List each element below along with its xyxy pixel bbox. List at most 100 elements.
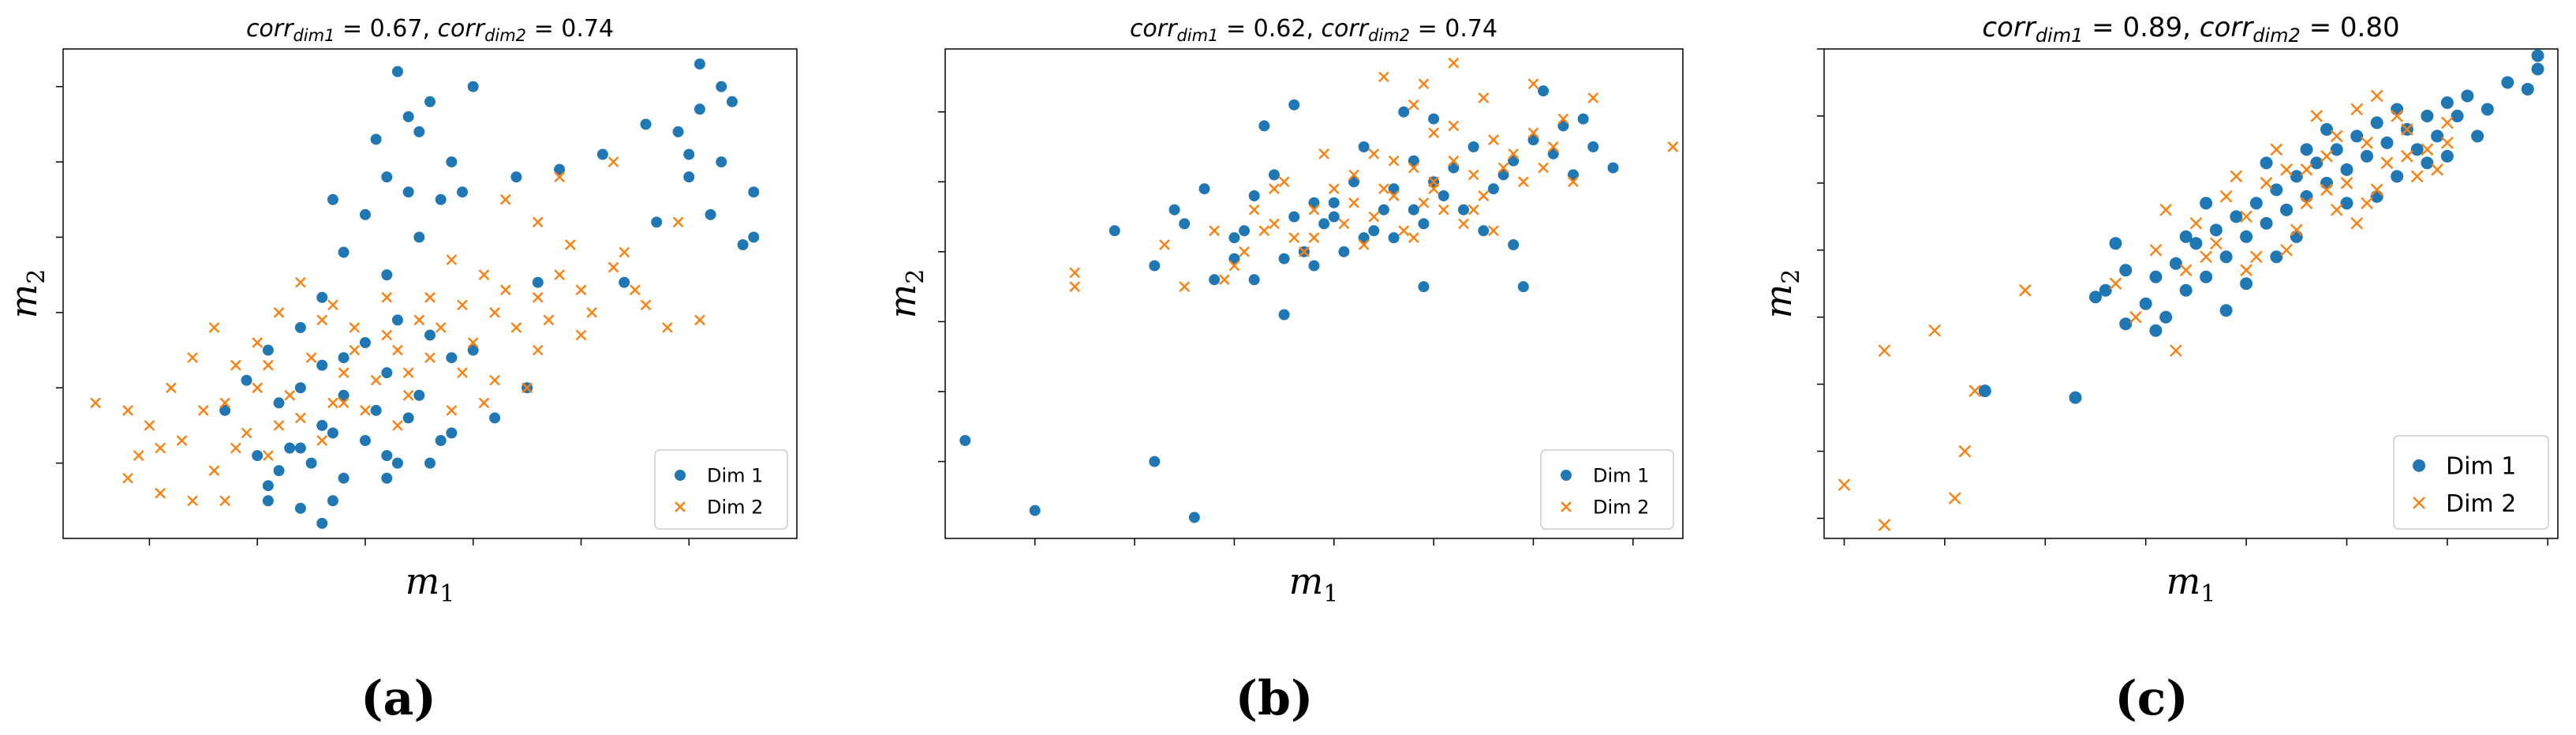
panel-b-dim2-point <box>1368 211 1380 223</box>
panel-b-dim2-point <box>1398 225 1410 237</box>
panel-b-dim1-point <box>1029 504 1041 516</box>
panel-a-dim1-point <box>370 404 382 416</box>
panel-b-dim1-point <box>1438 190 1449 201</box>
panel-c-dim2-point <box>2240 210 2253 223</box>
panel-a-dim2-point <box>197 404 209 416</box>
panel-c-dim1-point <box>2320 176 2333 189</box>
panel-c-dim2-point <box>2401 123 2413 136</box>
panel-a-dim1-point <box>252 450 264 462</box>
panel-a-dim2-point <box>208 322 220 333</box>
panel-b-dim1-point <box>1368 225 1380 237</box>
panel-a-dim1-point <box>327 193 338 205</box>
panel-c-dim1-point <box>2370 189 2383 203</box>
panel-b-dim2-point <box>1538 162 1549 174</box>
panel-b-dim1-point <box>1497 169 1509 181</box>
panel-a-dim2-point <box>554 171 565 183</box>
panel-c-dim1-point <box>2391 170 2404 183</box>
panel-b-dim1-point <box>1278 309 1290 321</box>
panel-a-dim1-point <box>737 239 749 250</box>
panel-a-dim2-point <box>284 389 296 401</box>
panel-c-dim1-point <box>2209 223 2223 237</box>
panel-b-dim1-point <box>1348 176 1360 188</box>
panel-b-dim1-point <box>1517 281 1529 293</box>
panel-a-dim1-point <box>413 231 425 243</box>
panel-a-dim1-point <box>446 352 458 364</box>
panel-b-dim2-point <box>1348 197 1359 208</box>
panel-a-dim1-point <box>726 96 738 107</box>
panel-c-dim1-point <box>2481 103 2494 116</box>
panel-b-legend-dim2-label: Dim 2 <box>1593 497 1649 519</box>
panel-c-dim2-point <box>2330 203 2343 216</box>
panel-a-dim1-point <box>305 457 317 469</box>
panel-b-dim1-point <box>1288 99 1300 111</box>
panel-b-dim1-point <box>1188 512 1200 523</box>
panel-c-dim1-point <box>2471 129 2484 143</box>
panel-c-legend-box <box>2393 435 2549 530</box>
panel-a-dim1-point <box>446 427 458 439</box>
panel-a-title: corrdim1 = 0.67, corrdim2 = 0.74 <box>246 15 614 45</box>
panel-c-legend-dim2-marker <box>2413 497 2425 509</box>
panel-a-ticks <box>56 85 690 546</box>
panel-b-dim1-point <box>1408 204 1419 216</box>
panel-a-dim2-point <box>208 465 220 477</box>
panel-a-dim2-point <box>349 344 361 356</box>
panel-b-dim1-point <box>1448 162 1460 174</box>
panel-c-dim1-point <box>2320 122 2333 136</box>
panel-c-dim1-point <box>2200 197 2213 210</box>
panel-a-dim2-point <box>252 382 264 394</box>
panel-c-dim1-point <box>2340 197 2354 210</box>
panel-b-dim2-point <box>1069 281 1081 292</box>
panel-a-dim2-point <box>608 261 619 273</box>
panel-a-dim2-point <box>381 291 393 303</box>
panel-c-dim2-point <box>1958 444 1972 458</box>
panel-a-dim1-point <box>262 495 274 507</box>
panel-a-dim1-point <box>413 389 425 401</box>
panel-b-dim2-point <box>1418 197 1430 208</box>
panel-b-dim2-point <box>1478 92 1490 103</box>
panel-c-dim2-point <box>1948 492 1961 504</box>
panel-c-dim2-point <box>2159 203 2172 216</box>
panel-b-dim1-point <box>1568 169 1580 181</box>
panel-a-dim2-point <box>564 239 576 250</box>
panel-a-dim1-point <box>294 321 306 333</box>
panel-b-title: corrdim1 = 0.62, corrdim2 = 0.74 <box>1130 15 1497 45</box>
panel-a-dim2-point <box>392 420 403 431</box>
panel-c-dim1-point <box>2421 109 2434 122</box>
panel-b-dim1-point <box>1467 141 1479 152</box>
panel-c-dim1-point <box>2350 129 2364 143</box>
panel-b-dim2-point <box>1408 232 1419 243</box>
panel-c-dim2-point <box>2280 243 2293 257</box>
panel-b-legend-box <box>1540 449 1674 530</box>
panel-c-dim2-point <box>2270 143 2283 156</box>
panel-a-dim2-point <box>165 382 177 394</box>
panel-b-dim2-point <box>1428 176 1439 188</box>
panel-b-dim2-point <box>1258 225 1270 237</box>
panel-c: corrdim1 = 0.89, corrdim2 = 0.80 Dim 1Di… <box>1757 12 2559 726</box>
panel-c-dim2-point <box>2149 243 2163 257</box>
panel-a-dim1-point <box>381 269 393 281</box>
panel-b-dim1-point <box>1109 225 1120 237</box>
panel-b-dim2-point <box>1527 78 1539 90</box>
panel-a-dim1-point <box>273 465 285 477</box>
panel-a-dim1-point <box>391 457 403 469</box>
panel-b-dim1-point <box>1527 134 1539 146</box>
panel-b-dim2-point <box>1448 155 1460 167</box>
panel-a-dim1-point <box>748 231 760 243</box>
panel-b-dim2-point <box>1418 78 1430 90</box>
panel-c-dim2-point <box>2179 264 2193 277</box>
panel-b-dim2-point <box>1408 99 1419 111</box>
panel-b-dim2-point <box>1248 204 1260 216</box>
panel-c-dim2-point <box>2320 183 2333 197</box>
panel-c-dim1-point <box>2521 82 2534 96</box>
panel-b-dim1-point <box>1487 183 1499 195</box>
panel-b-dim1-point <box>1418 281 1430 293</box>
panel-a-legend-dim1-label: Dim 1 <box>707 465 763 487</box>
panel-a-dim1-point <box>381 171 393 183</box>
panel-c-caption: (c) <box>2114 671 2188 726</box>
panel-c-dim1-point <box>2200 270 2213 283</box>
panel-a-dim2-point <box>554 269 565 281</box>
panel-a-dim2-point <box>305 352 317 363</box>
panel-c-dim1-point <box>2249 197 2263 210</box>
panel-c-dim2-point <box>2189 216 2203 230</box>
panel-b-dim2-point <box>1408 162 1419 174</box>
